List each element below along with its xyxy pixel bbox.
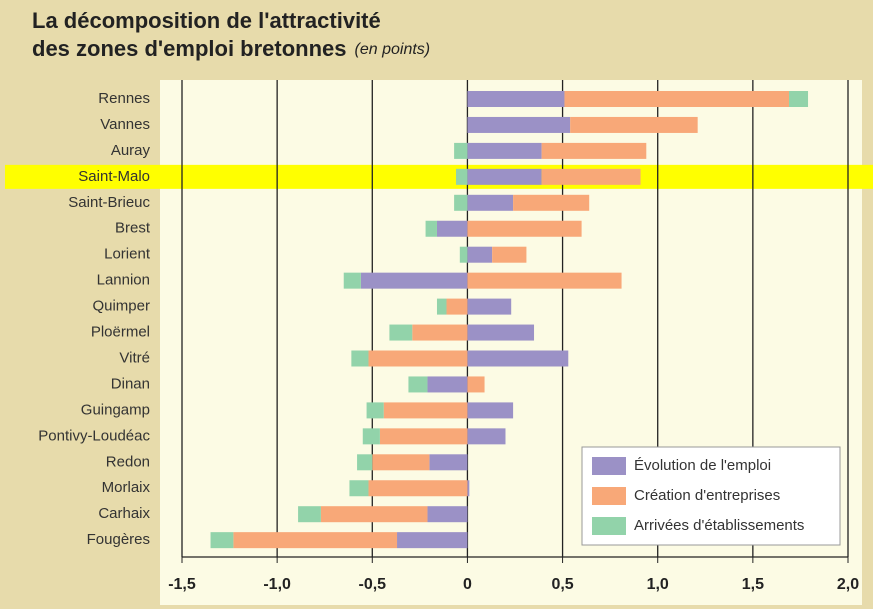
bar (357, 454, 373, 471)
y-tick-label: Dinan (111, 375, 150, 392)
chart-title: des zones d'emploi bretonnes (en points) (32, 36, 430, 61)
bar (467, 272, 622, 289)
bar (789, 91, 809, 107)
legend-label: Arrivées d'établissements (634, 517, 804, 534)
bar (320, 506, 428, 523)
bar (570, 116, 698, 133)
bar (210, 532, 234, 549)
highlight-band (5, 164, 873, 189)
x-tick-label: 1,0 (647, 576, 669, 593)
legend-swatch (592, 457, 626, 475)
bar (397, 532, 468, 549)
bar (298, 506, 321, 523)
y-tick-label: Vannes (100, 116, 150, 133)
bar (541, 168, 641, 185)
bar (408, 376, 428, 393)
bar (454, 142, 468, 159)
bar (456, 168, 468, 185)
bar (372, 454, 430, 471)
bar (362, 428, 380, 445)
bar (513, 194, 590, 211)
bar (436, 298, 447, 315)
x-tick-label: 0,5 (551, 576, 573, 593)
bar (467, 298, 512, 315)
chart-title: des zones d'emploi bretonnes (32, 36, 347, 61)
y-tick-label: Redon (106, 453, 150, 470)
y-tick-label: Lorient (104, 246, 151, 263)
bar (427, 376, 468, 393)
bar (429, 454, 468, 471)
bar (467, 142, 542, 159)
bar (454, 194, 468, 211)
bar (467, 220, 582, 237)
y-tick-label: Quimper (92, 298, 150, 315)
bar (383, 402, 468, 419)
legend-label: Évolution de l'emploi (634, 457, 771, 474)
bar (351, 350, 369, 367)
bar (467, 350, 569, 367)
bar (233, 532, 398, 549)
x-tick-label: 2,0 (837, 576, 859, 593)
bar (368, 480, 468, 497)
y-tick-label: Carhaix (98, 505, 150, 522)
x-tick-label: -0,5 (358, 576, 386, 593)
bar (467, 376, 485, 393)
bar (467, 168, 542, 185)
y-tick-label: Lannion (97, 272, 150, 289)
bar (541, 142, 647, 159)
y-tick-label: Saint-Brieuc (68, 194, 150, 211)
y-tick-label: Morlaix (102, 479, 151, 496)
bar (427, 506, 468, 523)
bar (379, 428, 468, 445)
x-tick-label: -1,0 (263, 576, 291, 593)
bar (389, 324, 413, 341)
y-tick-label: Brest (115, 220, 151, 237)
bar (459, 246, 468, 263)
y-tick-label: Fougères (87, 531, 150, 548)
legend: Évolution de l'emploi Création d'entrepri… (581, 446, 841, 546)
bar (360, 272, 468, 289)
bar (492, 246, 527, 263)
layer: -1,5 -1,0 -0,5 0 0,5 1,0 1,5 2,0 Rennes Vannes Aur… (5, 80, 873, 593)
y-tick-label: Guingamp (81, 401, 150, 418)
x-tick-label: -1,5 (168, 576, 196, 593)
bar (349, 480, 369, 497)
x-tick-label: 0 (463, 576, 472, 593)
bar (467, 324, 535, 341)
bar (467, 194, 514, 211)
legend-swatch (592, 517, 626, 535)
bar (446, 298, 468, 315)
y-tick-label: Rennes (98, 90, 150, 107)
chart-title: La décomposition de l'attractivité (32, 8, 381, 33)
bar (467, 402, 514, 419)
bar (467, 116, 571, 133)
y-tick-label: Auray (111, 142, 151, 159)
subtitle: (en points) (355, 41, 431, 58)
legend-label: Création d'entreprises (634, 487, 780, 504)
bar (425, 220, 437, 237)
bar (343, 272, 361, 289)
bar (436, 220, 468, 237)
bar (366, 402, 384, 419)
bar (467, 91, 565, 107)
bar (467, 246, 493, 263)
bar (467, 480, 470, 497)
x-tick-label: 1,5 (742, 576, 764, 593)
bar (368, 350, 468, 367)
bar (564, 91, 790, 107)
y-tick-label: Saint-Malo (78, 168, 150, 185)
y-tick-label: Ploërmel (91, 324, 150, 341)
bar (412, 324, 468, 341)
y-tick-label: Pontivy-Loudéac (38, 427, 150, 444)
bar (467, 428, 506, 445)
y-tick-label: Vitré (119, 349, 150, 366)
legend-swatch (592, 487, 626, 505)
